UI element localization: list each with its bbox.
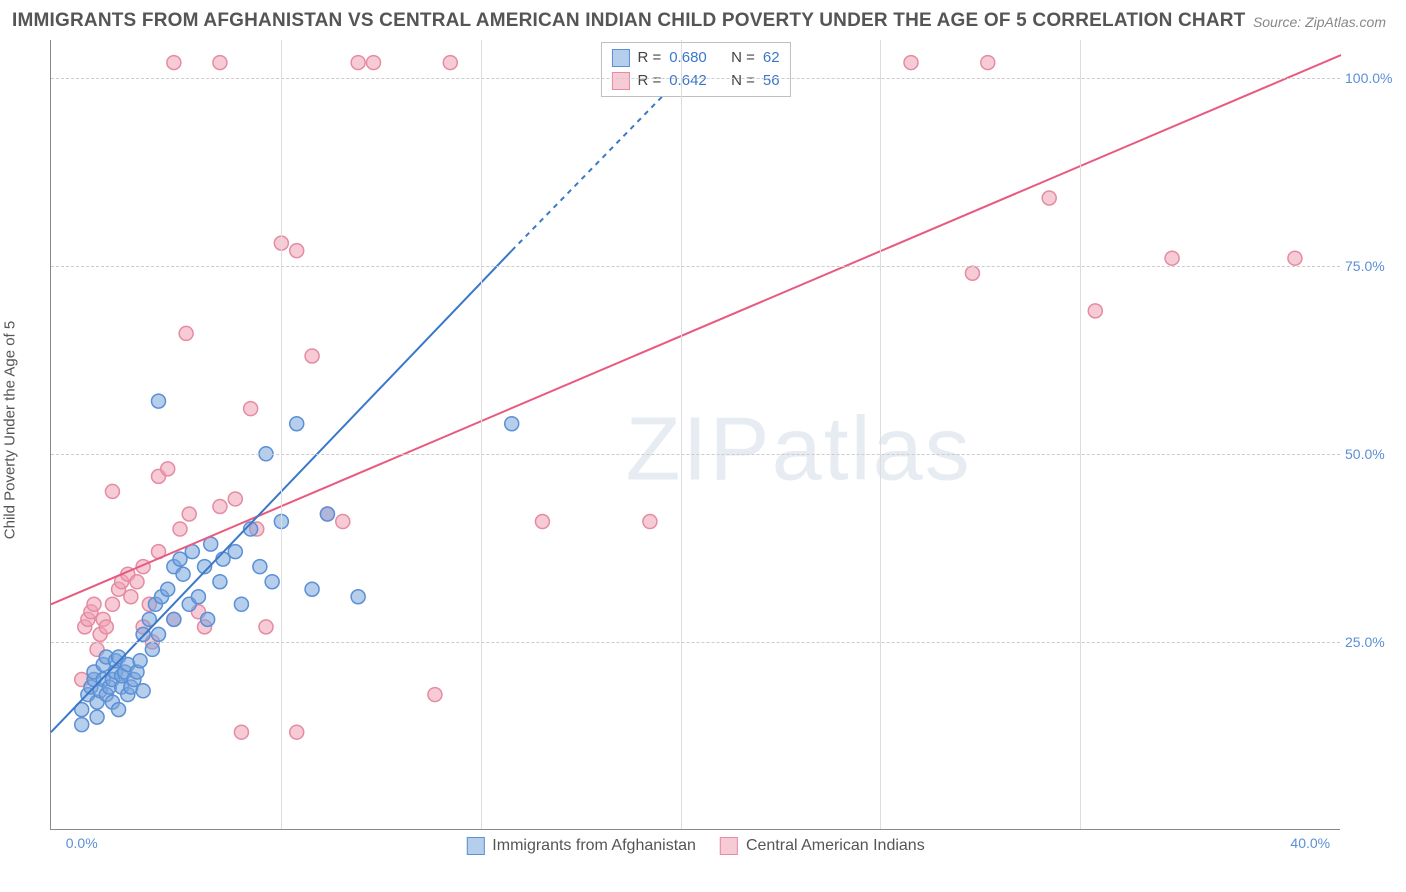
legend-n-label-1: N = xyxy=(731,47,755,70)
legend-r-value-1: 0.680 xyxy=(669,47,707,70)
legend-swatch-series1-b xyxy=(466,837,484,855)
y-tick-label: 75.0% xyxy=(1345,258,1400,274)
legend-swatch-series2 xyxy=(611,72,629,90)
source-attribution: Source: ZipAtlas.com xyxy=(1253,14,1386,30)
legend-r-value-2: 0.642 xyxy=(669,70,707,93)
legend-n-label-2: N = xyxy=(731,70,755,93)
lines-layer xyxy=(51,40,1340,829)
legend-swatch-series2-b xyxy=(720,837,738,855)
y-tick-label: 25.0% xyxy=(1345,634,1400,650)
legend-stats-row-2: R = 0.642 N = 56 xyxy=(611,70,779,93)
x-tick-label: 40.0% xyxy=(1290,835,1330,851)
legend-series: Immigrants from Afghanistan Central Amer… xyxy=(466,837,924,855)
plot-area: ZIPatlas R = 0.680 N = 62 R = 0.642 N = … xyxy=(50,40,1340,830)
legend-n-value-2: 56 xyxy=(763,70,780,93)
legend-item-series2: Central American Indians xyxy=(720,837,925,855)
x-tick-label: 0.0% xyxy=(66,835,98,851)
legend-r-label-1: R = xyxy=(637,47,661,70)
y-tick-label: 50.0% xyxy=(1345,446,1400,462)
legend-item-series1: Immigrants from Afghanistan xyxy=(466,837,696,855)
y-axis-label: Child Poverty Under the Age of 5 xyxy=(2,321,19,539)
legend-stats: R = 0.680 N = 62 R = 0.642 N = 56 xyxy=(600,42,790,97)
chart-title: IMMIGRANTS FROM AFGHANISTAN VS CENTRAL A… xyxy=(12,10,1245,32)
legend-n-value-1: 62 xyxy=(763,47,780,70)
legend-label-series1: Immigrants from Afghanistan xyxy=(492,837,696,855)
chart-container: IMMIGRANTS FROM AFGHANISTAN VS CENTRAL A… xyxy=(0,0,1406,892)
y-tick-label: 100.0% xyxy=(1345,70,1400,86)
legend-swatch-series1 xyxy=(611,49,629,67)
legend-r-label-2: R = xyxy=(637,70,661,93)
legend-stats-row-1: R = 0.680 N = 62 xyxy=(611,47,779,70)
legend-label-series2: Central American Indians xyxy=(746,837,925,855)
